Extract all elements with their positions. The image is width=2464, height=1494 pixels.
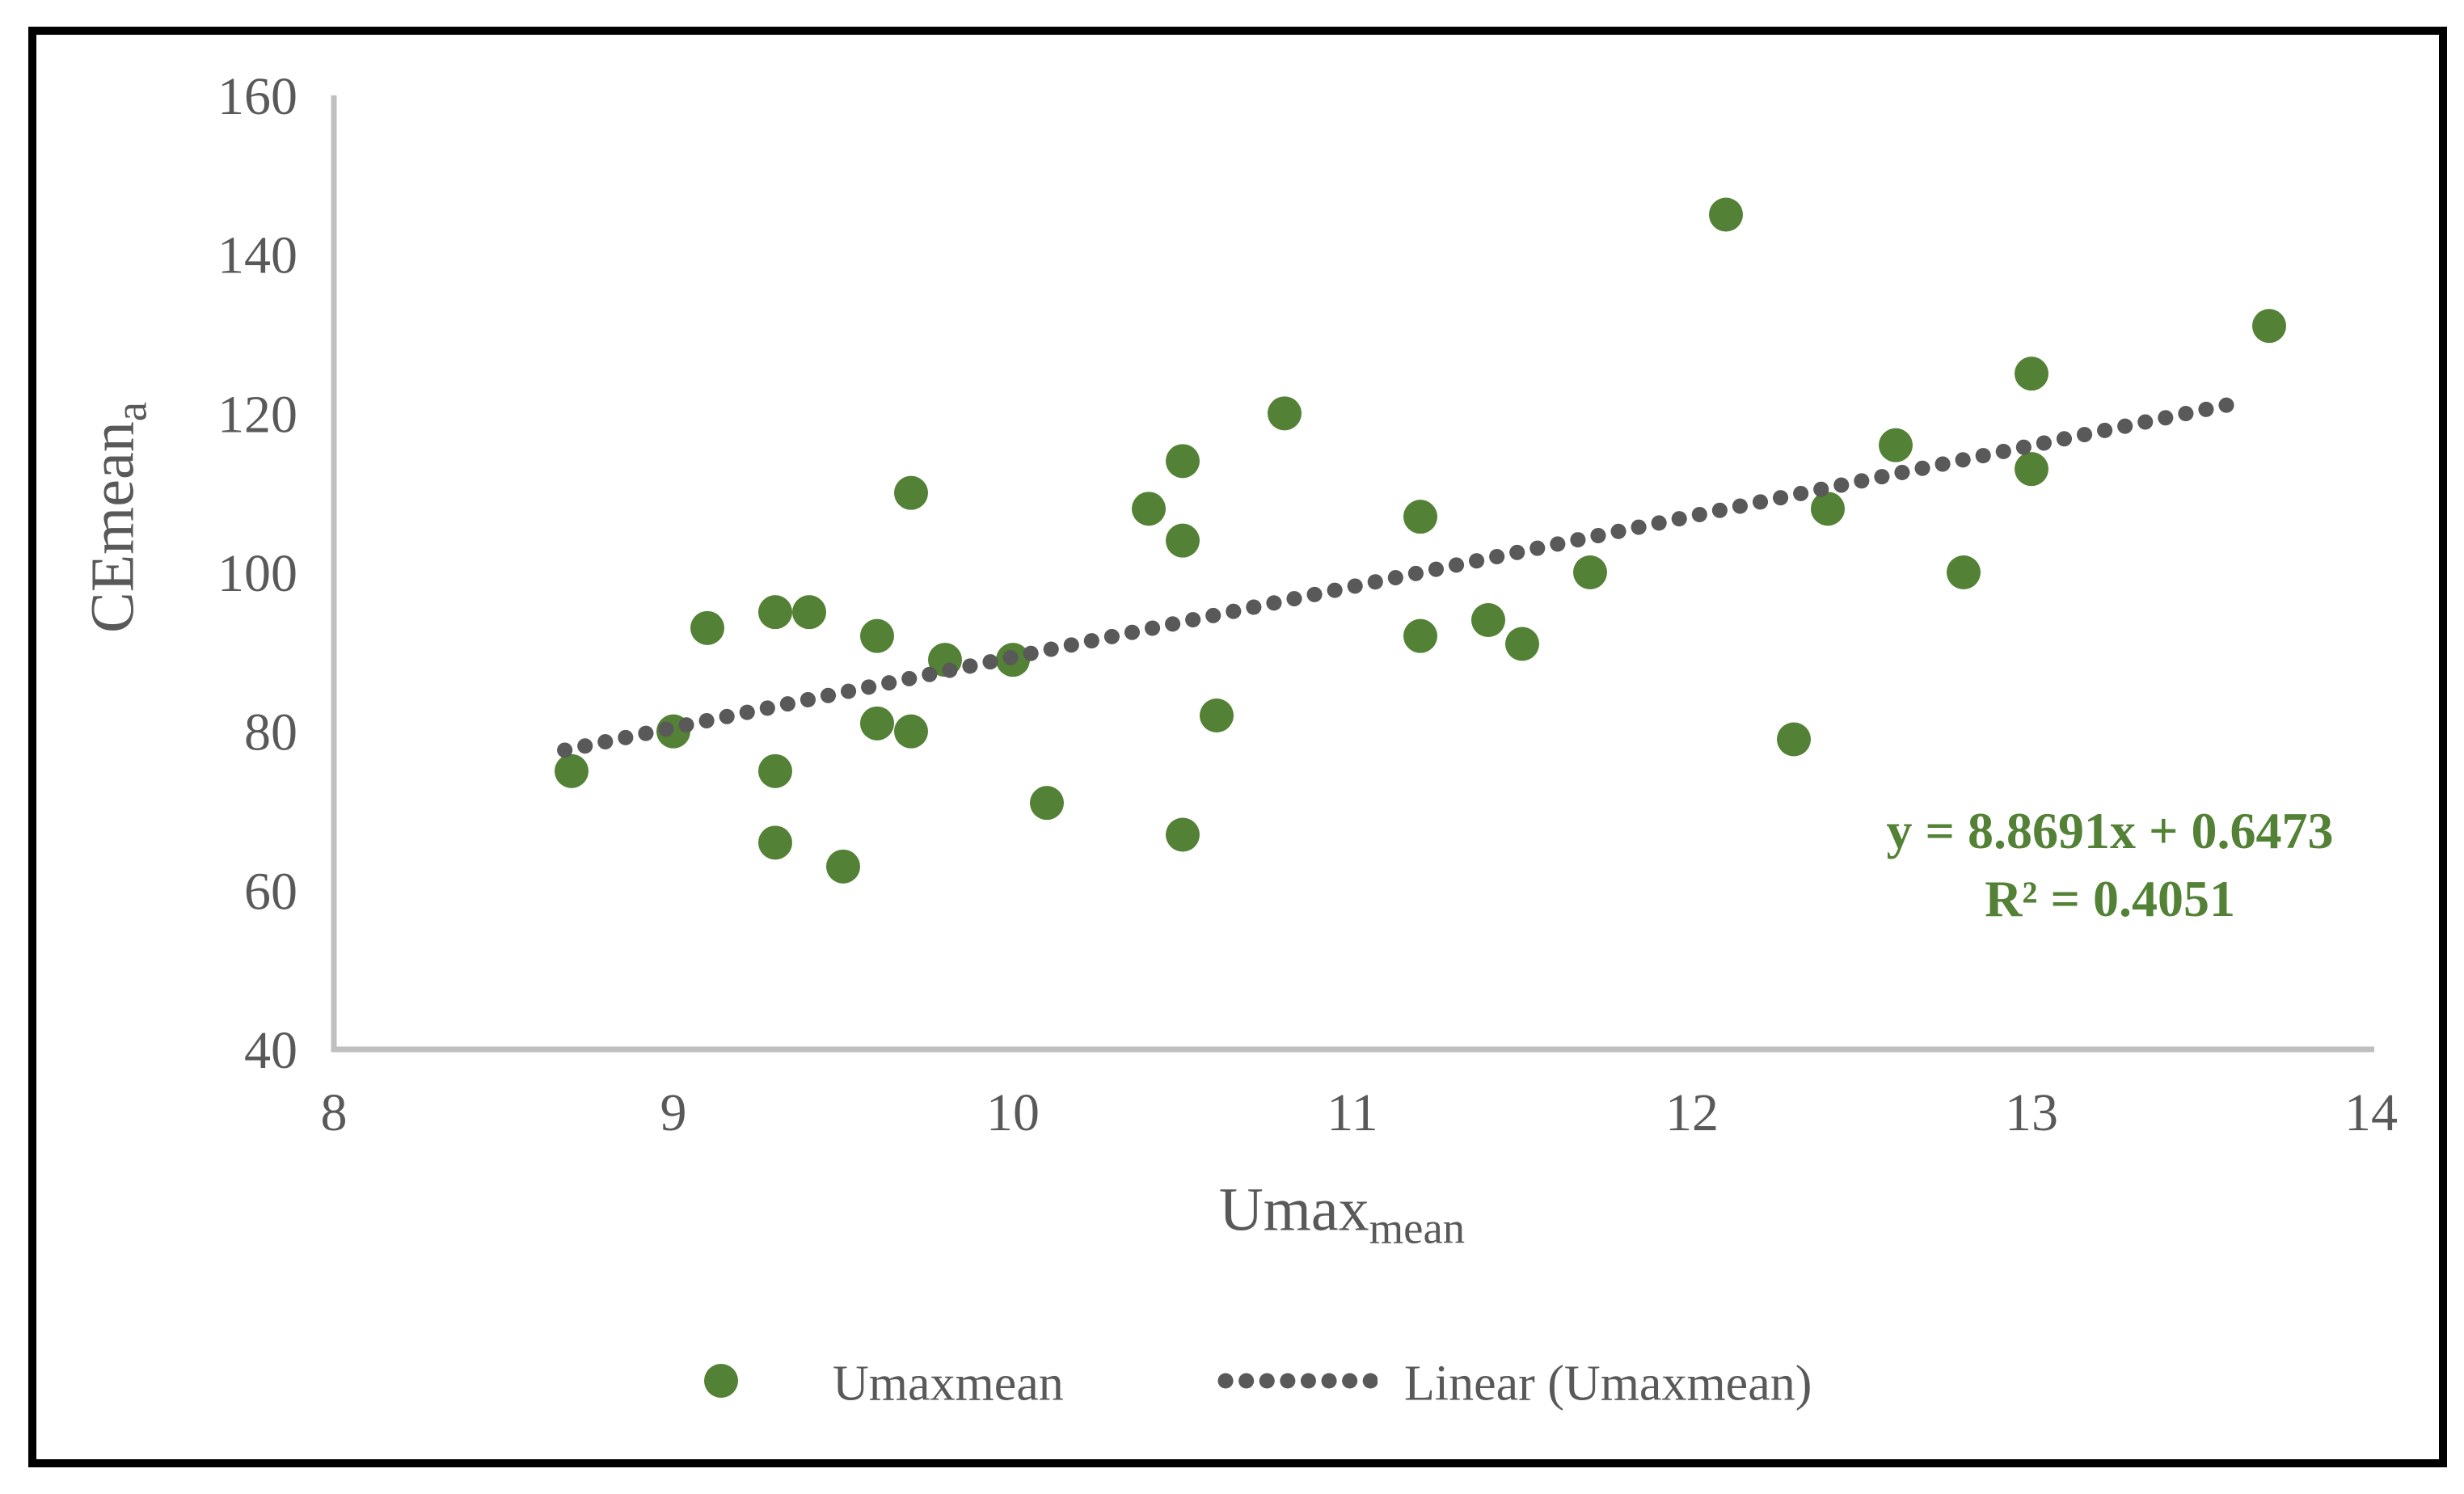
data-point bbox=[1166, 444, 1200, 479]
x-tick-label: 8 bbox=[321, 1083, 348, 1142]
data-point bbox=[894, 475, 928, 510]
x-tick-label: 14 bbox=[2344, 1083, 2398, 1142]
data-point bbox=[1403, 500, 1437, 534]
data-point bbox=[826, 849, 860, 884]
y-axis-title-subscript: a bbox=[106, 402, 156, 422]
chart-outer-border bbox=[28, 27, 2447, 1467]
x-tick-label: 12 bbox=[1665, 1083, 1719, 1142]
data-point bbox=[1200, 698, 1234, 732]
x-tick-label: 13 bbox=[2005, 1083, 2058, 1142]
data-point bbox=[860, 618, 894, 653]
data-point bbox=[2252, 309, 2286, 344]
data-point bbox=[860, 706, 894, 741]
legend-series-label: Umaxmean bbox=[833, 1356, 1064, 1412]
y-tick-label: 100 bbox=[217, 544, 297, 603]
trendline-equation-line1: y = 8.8691x + 0.6473 bbox=[1886, 802, 2334, 859]
legend-trendline-label: Linear (Umaxmean) bbox=[1404, 1356, 1812, 1412]
data-point bbox=[1166, 523, 1200, 558]
data-point bbox=[758, 753, 792, 788]
x-axis-title-text: Umax bbox=[1218, 1175, 1369, 1244]
data-point bbox=[1573, 555, 1607, 589]
data-point bbox=[1166, 817, 1200, 852]
data-point bbox=[690, 610, 724, 645]
data-point bbox=[1471, 603, 1505, 637]
data-point bbox=[1132, 492, 1166, 526]
legend-trendline-marker-icon bbox=[1217, 1373, 1378, 1389]
y-axis-title: CEmeana bbox=[78, 402, 156, 633]
data-point bbox=[758, 595, 792, 630]
y-tick-label: 120 bbox=[217, 385, 297, 444]
data-point bbox=[2015, 452, 2048, 487]
trendline-r-squared: R² = 0.4051 bbox=[1985, 870, 2235, 927]
data-point bbox=[1947, 555, 1981, 589]
data-point bbox=[1030, 786, 1064, 821]
data-point bbox=[555, 753, 589, 788]
y-tick-label: 40 bbox=[244, 1021, 297, 1080]
y-tick-label: 80 bbox=[244, 703, 297, 762]
x-tick-label: 9 bbox=[660, 1083, 687, 1142]
x-axis-title-subscript: mean bbox=[1369, 1203, 1466, 1253]
data-point bbox=[1811, 492, 1845, 526]
data-point bbox=[1403, 618, 1437, 653]
y-axis-title-text: CEmean bbox=[78, 421, 147, 633]
x-axis-title: Umaxmean bbox=[1218, 1175, 1465, 1251]
legend-series-marker-icon bbox=[704, 1364, 738, 1398]
data-point bbox=[894, 714, 928, 749]
x-tick-label: 10 bbox=[986, 1083, 1040, 1142]
trendline-equation: y = 8.8691x + 0.6473 R² = 0.4051 bbox=[1887, 797, 2334, 933]
data-point bbox=[758, 825, 792, 860]
trendline bbox=[557, 394, 2250, 758]
data-point bbox=[1709, 197, 1743, 232]
data-point bbox=[2015, 357, 2048, 391]
y-tick-label: 160 bbox=[217, 67, 297, 126]
y-tick-label: 60 bbox=[244, 862, 297, 921]
data-point bbox=[1879, 428, 1913, 462]
data-point bbox=[792, 595, 826, 630]
y-tick-label: 140 bbox=[217, 226, 297, 285]
data-point bbox=[1268, 396, 1302, 431]
data-point bbox=[1777, 722, 1811, 757]
data-point bbox=[1505, 627, 1539, 661]
x-tick-label: 11 bbox=[1327, 1083, 1378, 1142]
